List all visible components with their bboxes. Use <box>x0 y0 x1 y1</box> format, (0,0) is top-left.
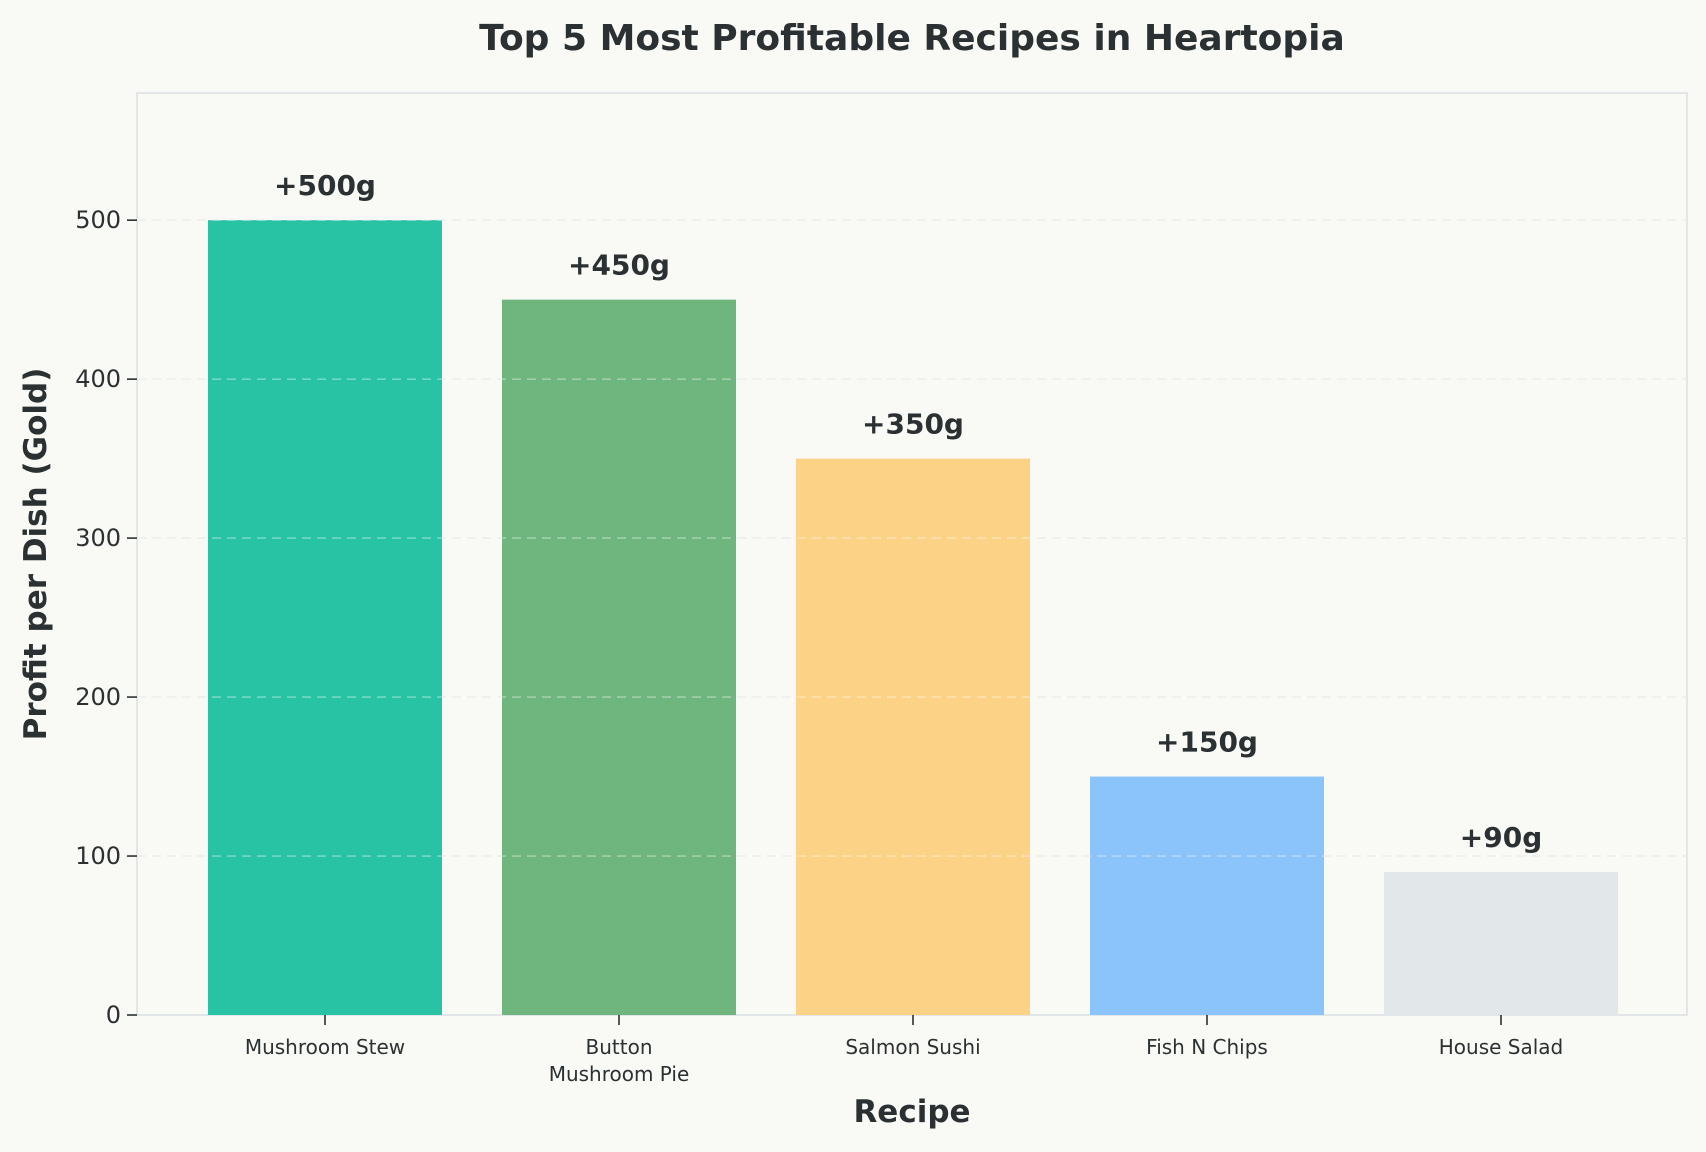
y-tick-label: 500 <box>75 206 121 234</box>
value-label: +150g <box>1156 726 1258 759</box>
bar <box>796 458 1030 1015</box>
x-tick-label: Mushroom Pie <box>549 1062 690 1086</box>
bar <box>1384 871 1618 1015</box>
y-tick-label: 100 <box>75 842 121 870</box>
axes: 0 100 200 300 400 500 Mushroom Stew Button Mushr… <box>75 206 1563 1086</box>
y-axis-label: Profit per Dish (Gold) <box>18 368 54 741</box>
y-tick-label: 300 <box>75 524 121 552</box>
x-tick-label: Fish N Chips <box>1146 1035 1268 1059</box>
bar <box>502 299 736 1016</box>
value-label: +500g <box>274 169 376 202</box>
x-axis-label: Recipe <box>853 1094 970 1130</box>
y-tick-label: 400 <box>75 365 121 393</box>
value-label: +350g <box>862 408 964 441</box>
y-tick-label: 0 <box>106 1001 121 1029</box>
x-tick-label: House Salad <box>1439 1035 1564 1059</box>
bars <box>208 220 1618 1016</box>
y-tick-label: 200 <box>75 683 121 711</box>
x-tick-label: Salmon Sushi <box>845 1035 980 1059</box>
x-tick-label: Button <box>586 1035 653 1059</box>
value-label: +90g <box>1460 821 1542 854</box>
value-label: +450g <box>568 249 670 282</box>
chart-title: Top 5 Most Profitable Recipes in Heartop… <box>479 18 1345 59</box>
grid-lines-overlay <box>137 219 1687 857</box>
data-labels: +500g +450g +350g +150g +90g <box>274 169 1542 854</box>
bar <box>208 220 442 1015</box>
bar <box>1090 776 1324 1015</box>
x-tick-label: Mushroom Stew <box>245 1035 405 1059</box>
